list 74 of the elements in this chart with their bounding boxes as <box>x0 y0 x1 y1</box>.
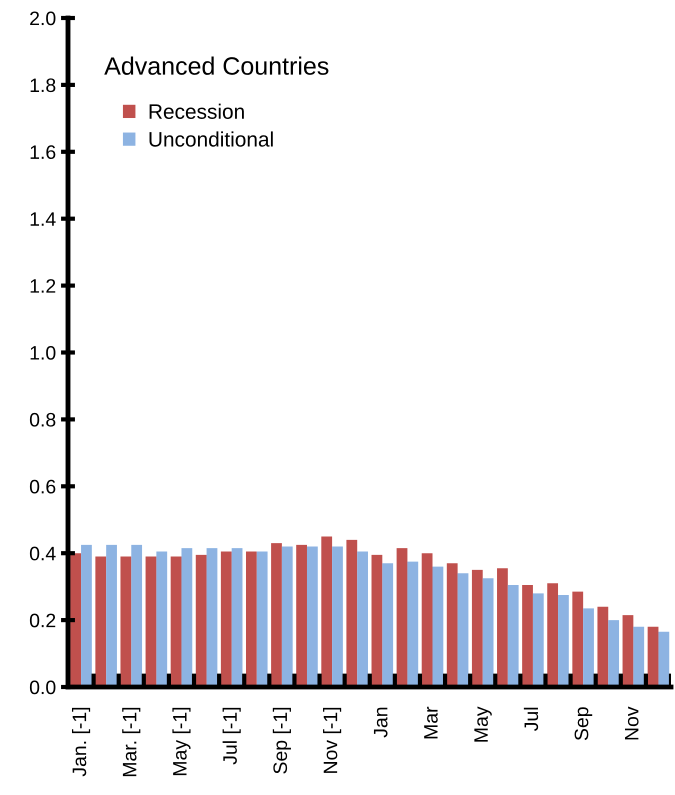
bar <box>396 548 408 687</box>
x-tick-label: Jan. [-1] <box>72 708 90 776</box>
bar <box>106 544 117 687</box>
bar <box>572 592 584 687</box>
text: Advanced Countries <box>104 56 328 75</box>
y-tick-label: 0.2 <box>30 614 56 628</box>
bar <box>458 573 468 687</box>
x-tick-label: Jan <box>374 708 388 738</box>
bar <box>156 552 168 687</box>
bar <box>422 553 433 687</box>
bar <box>597 606 608 687</box>
y-tick-label: 0.0 <box>30 680 56 694</box>
bar <box>95 556 106 687</box>
y-tick-label: 0.8 <box>30 412 56 427</box>
y-tick-label: 1.4 <box>30 212 56 226</box>
bar <box>296 544 307 687</box>
bar <box>608 620 620 687</box>
bar <box>472 570 483 687</box>
bar <box>547 583 558 687</box>
bar <box>256 552 268 687</box>
y-tick-label: 0.6 <box>30 480 56 494</box>
bar <box>648 626 658 687</box>
bar <box>131 544 142 687</box>
bar <box>446 563 458 687</box>
x-tick-label: Nov <box>624 706 639 740</box>
bar <box>357 552 368 687</box>
bar <box>482 578 494 687</box>
bar <box>432 566 444 687</box>
bar <box>407 562 418 687</box>
bar <box>321 536 332 687</box>
legend-label: Recession <box>150 104 244 119</box>
bar <box>633 626 644 687</box>
bar <box>372 554 382 687</box>
y-tick-label: 1.2 <box>30 279 56 293</box>
bar <box>306 546 318 687</box>
bar <box>658 632 670 687</box>
bar <box>622 615 634 687</box>
bar <box>220 552 232 687</box>
legend-label: Unconditional <box>150 131 273 147</box>
bar <box>120 556 132 687</box>
bar <box>532 593 544 687</box>
x-tick-label: May [-1] <box>172 708 191 776</box>
bar <box>232 548 242 687</box>
x-tick-label: May <box>474 706 492 742</box>
y-tick-label: 0.4 <box>30 546 56 560</box>
y-tick-label: 1.8 <box>30 78 56 92</box>
bar <box>246 552 257 687</box>
bar <box>206 548 218 687</box>
x-tick-label: Sep <box>574 707 592 740</box>
x-tick-label: Mar. [-1] <box>122 708 140 776</box>
x-tick-label: Jul <box>524 708 538 731</box>
x-tick-label: Sep [-1] <box>272 708 291 774</box>
bar <box>508 584 519 687</box>
y-tick-label: 1.6 <box>30 145 56 160</box>
bar <box>522 584 533 687</box>
y-tick-label: 1.0 <box>30 346 56 360</box>
bar <box>146 556 156 687</box>
bar <box>497 568 508 687</box>
bar <box>170 556 182 687</box>
bar <box>70 553 82 687</box>
bar <box>196 554 207 687</box>
bar <box>346 540 358 687</box>
bar <box>558 595 569 687</box>
bar <box>181 548 192 687</box>
x-tick-label: Mar <box>424 706 438 738</box>
bar <box>81 544 92 687</box>
bar <box>382 563 394 687</box>
bar <box>332 546 343 687</box>
x-tick-label: Jul [-1] <box>222 708 241 764</box>
y-tick-label: 2.0 <box>30 11 56 26</box>
x-tick-label: Nov [-1] <box>323 708 342 773</box>
bar <box>282 546 293 687</box>
bar <box>271 543 282 687</box>
bar <box>583 608 594 687</box>
